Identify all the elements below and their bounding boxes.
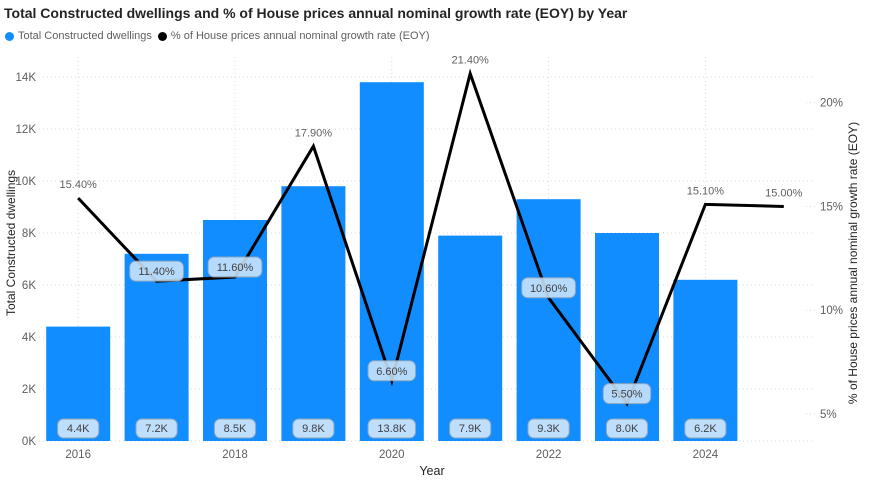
chart-title: Total Constructed dwellings and % of Hou…: [4, 5, 628, 21]
line-value-label: 21.40%: [452, 55, 490, 67]
bar-value-label: 9.3K: [537, 423, 560, 435]
bar-value-badge: [213, 418, 257, 439]
right-axis-tick-label: 15%: [820, 201, 843, 213]
bar-value-badge: [57, 418, 100, 439]
legend-item-label: Total Constructed dwellings: [18, 30, 152, 42]
line-value-badge: [367, 360, 417, 382]
left-axis-tick-label: 8K: [22, 228, 36, 240]
legend-dot-icon: [5, 31, 14, 41]
bar-value-label: 8.5K: [224, 423, 247, 435]
left-axis-tick-label: 2K: [22, 384, 36, 396]
line-value-label: 10.60%: [530, 283, 568, 295]
left-axis-tick-label: 4K: [22, 332, 36, 344]
bar-value-label: 6.2K: [694, 423, 717, 435]
bar[interactable]: [438, 235, 503, 441]
left-axis-tick-label: 14K: [16, 72, 37, 84]
right-axis-tick-label: 10%: [820, 305, 843, 317]
bar[interactable]: [595, 233, 659, 441]
bar-value-label: 13.8K: [377, 423, 406, 435]
bar[interactable]: [673, 279, 738, 441]
line-value-label: 15.10%: [687, 185, 725, 197]
bar-value-label: 7.2K: [145, 423, 168, 435]
line-value-label: 11.60%: [217, 262, 254, 274]
bar-value-badge: [449, 418, 492, 439]
bar-value-badge: [292, 418, 335, 439]
bar-value-badge: [527, 418, 570, 439]
left-axis-tick-label: 10K: [16, 176, 37, 188]
bar-value-badge: [367, 418, 417, 439]
right-axis-title: % of House prices annual nominal growth …: [846, 122, 860, 404]
line-value-badge: [207, 256, 263, 278]
right-axis-tick-label: 5%: [820, 409, 837, 421]
left-axis-tick-label: 6K: [22, 280, 36, 292]
line-value-label: 15.40%: [60, 179, 98, 191]
bar[interactable]: [124, 253, 189, 441]
bar-value-badge: [684, 418, 727, 439]
line-value-label: 6.60%: [376, 366, 407, 378]
left-axis-title: Total Constructed dwellings: [4, 170, 18, 316]
bar[interactable]: [359, 82, 424, 441]
bar-value-label: 8.0K: [616, 423, 639, 435]
line-value-label: 11.40%: [138, 266, 175, 278]
bar[interactable]: [203, 220, 267, 441]
bar-value-label: 4.4K: [67, 423, 90, 435]
legend-item-label: % of House prices annual nominal growth …: [170, 30, 430, 42]
legend: Total Constructed dwellings % of House p…: [5, 30, 436, 42]
growth-rate-line[interactable]: [77, 68, 784, 407]
line-value-label: 17.90%: [295, 127, 333, 139]
legend-dot-icon: [157, 31, 167, 41]
bar-value-label: 9.8K: [302, 423, 325, 435]
line-value-badge: [602, 383, 652, 405]
line-value-badge: [521, 277, 577, 299]
line-value-label: 5.50%: [611, 389, 642, 401]
x-axis-tick-label: 2022: [536, 449, 562, 461]
line-value-badge: [129, 260, 184, 282]
x-axis-tick-label: 2024: [693, 449, 719, 461]
x-axis-tick-label: 2016: [65, 449, 91, 461]
legend-item-dwellings[interactable]: Total Constructed dwellings: [5, 30, 152, 42]
x-axis-tick-label: 2018: [222, 449, 248, 461]
left-axis-tick-label: 12K: [16, 124, 37, 136]
x-axis-title: Year: [419, 464, 444, 478]
legend-item-growth-rate[interactable]: % of House prices annual nominal growth …: [157, 30, 430, 42]
bar-value-badge: [605, 418, 649, 439]
right-axis-tick-label: 20%: [820, 98, 843, 110]
left-axis-tick-label: 0K: [22, 436, 36, 448]
bar[interactable]: [281, 186, 346, 441]
line-value-label: 15.00%: [765, 187, 803, 199]
bar-value-badge: [135, 418, 178, 439]
bar-value-label: 7.9K: [459, 423, 482, 435]
x-axis-tick-label: 2020: [379, 449, 405, 461]
